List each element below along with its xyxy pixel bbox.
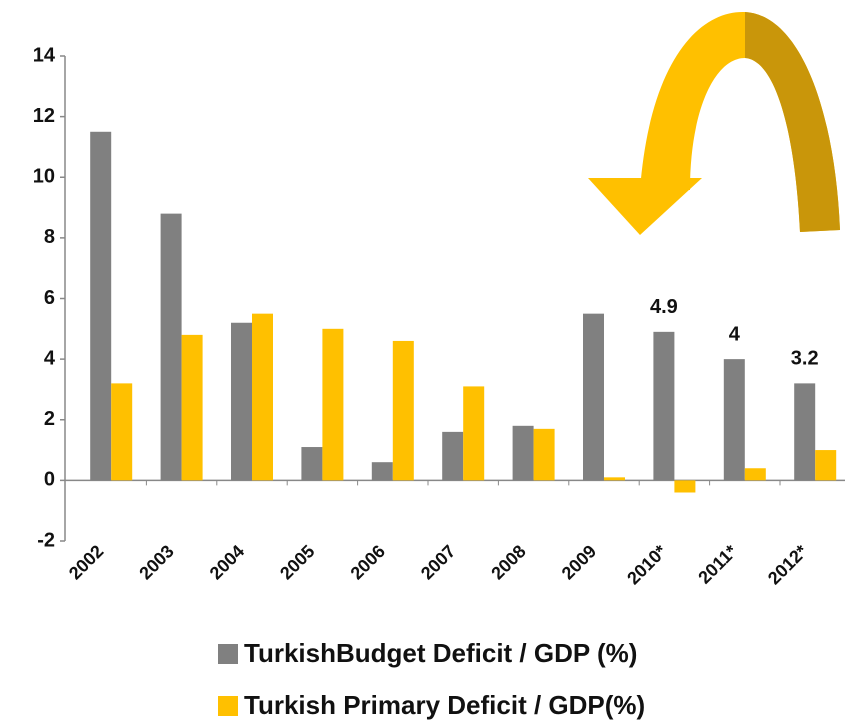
bar: [371, 462, 393, 481]
data-label: 4: [729, 323, 741, 345]
bar: [111, 383, 133, 481]
bar: [512, 425, 534, 481]
bar: [815, 450, 837, 481]
bar: [392, 340, 414, 481]
y-tick-label: 10: [33, 166, 55, 188]
x-tick-label: 2008: [487, 541, 529, 583]
legend-label: Turkish Primary Deficit / GDP(%): [244, 690, 645, 720]
legend-swatch: [218, 644, 238, 664]
bar: [231, 322, 252, 481]
data-label: 3.2: [791, 348, 819, 370]
y-tick-label: 12: [33, 105, 55, 127]
bar: [794, 383, 816, 481]
x-tick-label: 2005: [276, 541, 318, 583]
y-tick-label: 0: [44, 469, 55, 491]
x-tick-label: 2010*: [623, 541, 670, 588]
arrow-head: [588, 178, 702, 235]
bar: [90, 131, 112, 481]
legend-label: TurkishBudget Deficit / GDP (%): [244, 638, 637, 668]
bar: [653, 331, 675, 481]
bar: [463, 386, 485, 481]
bar: [604, 477, 625, 481]
x-tick-label: 2002: [65, 541, 107, 583]
legend-swatch: [218, 696, 238, 716]
bar: [533, 428, 555, 481]
bar: [442, 431, 464, 481]
y-tick-label: 8: [44, 226, 55, 248]
y-tick-label: -2: [37, 529, 55, 551]
x-tick-label: 2009: [558, 541, 600, 583]
x-tick-label: 2007: [417, 541, 459, 583]
y-tick-label: 14: [33, 44, 56, 66]
bar: [674, 480, 696, 493]
bar: [744, 468, 766, 481]
x-tick-label: 2006: [347, 541, 389, 583]
bar: [322, 328, 344, 481]
bar: [301, 447, 323, 481]
decorative-arrow: [588, 11, 840, 235]
bar: [160, 213, 182, 481]
x-tick-label: 2011*: [694, 541, 741, 588]
data-label: 4.9: [650, 296, 678, 318]
y-tick-label: 6: [44, 287, 55, 309]
y-tick-label: 2: [44, 408, 55, 430]
bar: [252, 313, 273, 481]
x-tick-label: 2004: [206, 541, 248, 583]
bar: [583, 313, 604, 481]
bar: [181, 334, 203, 481]
y-tick-label: 4: [44, 347, 56, 369]
x-tick-label: 2012*: [764, 541, 811, 588]
bar: [723, 359, 745, 481]
x-tick-label: 2003: [135, 541, 177, 583]
arrow-shade: [745, 12, 840, 232]
